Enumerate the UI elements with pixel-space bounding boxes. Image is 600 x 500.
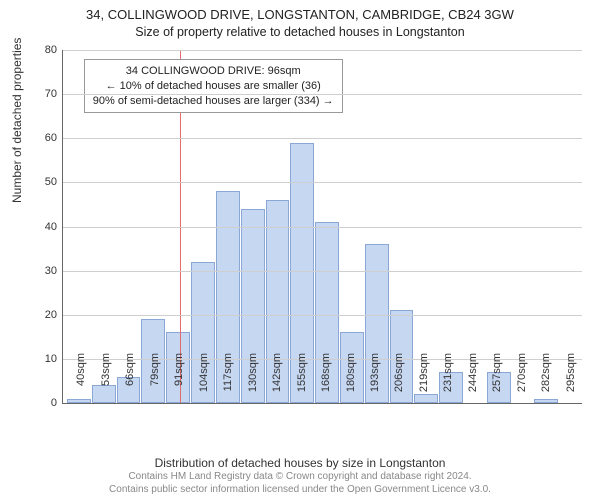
y-tick-label: 40	[45, 221, 63, 233]
credit-line1: Contains HM Land Registry data © Crown c…	[0, 471, 600, 484]
x-tick-label: 79sqm	[149, 353, 161, 407]
x-tick-label: 219sqm	[418, 353, 430, 407]
x-tick-label: 193sqm	[369, 353, 381, 407]
y-tick-label: 20	[45, 309, 63, 321]
y-tick-label: 60	[45, 132, 63, 144]
annotation-box: 34 COLLINGWOOD DRIVE: 96sqm ← 10% of det…	[84, 59, 343, 114]
credit-text: Contains HM Land Registry data © Crown c…	[0, 471, 600, 496]
title-line2: Size of property relative to detached ho…	[0, 24, 600, 41]
y-tick-label: 0	[51, 397, 63, 409]
annotation-line2: ← 10% of detached houses are smaller (36…	[93, 79, 334, 94]
x-tick-label: 231sqm	[442, 353, 454, 407]
y-tick-label: 80	[45, 44, 63, 56]
annotation-line3: 90% of semi-detached houses are larger (…	[93, 94, 334, 109]
x-tick-label: 206sqm	[393, 353, 405, 407]
chart-title: 34, COLLINGWOOD DRIVE, LONGSTANTON, CAMB…	[0, 0, 600, 40]
y-tick-label: 10	[45, 353, 63, 365]
x-tick-label: 40sqm	[75, 353, 87, 407]
grid-line	[63, 94, 582, 95]
x-tick-label: 244sqm	[467, 353, 479, 407]
x-tick-label: 257sqm	[491, 353, 503, 407]
x-tick-label: 53sqm	[100, 353, 112, 407]
x-tick-label: 282sqm	[540, 353, 552, 407]
x-tick-label: 142sqm	[271, 353, 283, 407]
grid-line	[63, 182, 582, 183]
x-tick-label: 130sqm	[247, 353, 259, 407]
y-axis-label: Number of detached properties	[10, 38, 24, 203]
x-tick-label: 155sqm	[296, 353, 308, 407]
y-tick-label: 30	[45, 265, 63, 277]
plot-area: 34 COLLINGWOOD DRIVE: 96sqm ← 10% of det…	[62, 50, 582, 404]
x-tick-label: 117sqm	[222, 353, 234, 407]
grid-line	[63, 271, 582, 272]
grid-line	[63, 50, 582, 51]
x-tick-label: 295sqm	[565, 353, 577, 407]
title-line1: 34, COLLINGWOOD DRIVE, LONGSTANTON, CAMB…	[0, 6, 600, 24]
y-tick-label: 50	[45, 176, 63, 188]
credit-line2: Contains public sector information licen…	[0, 484, 600, 497]
x-tick-label: 91sqm	[173, 353, 185, 407]
histogram-chart: 34 COLLINGWOOD DRIVE: 96sqm ← 10% of det…	[62, 50, 582, 404]
y-tick-label: 70	[45, 88, 63, 100]
x-tick-label: 104sqm	[198, 353, 210, 407]
grid-line	[63, 138, 582, 139]
x-axis-label: Distribution of detached houses by size …	[0, 456, 600, 470]
x-tick-label: 270sqm	[516, 353, 528, 407]
x-tick-label: 66sqm	[124, 353, 136, 407]
x-tick-label: 180sqm	[345, 353, 357, 407]
x-tick-label: 168sqm	[320, 353, 332, 407]
grid-line	[63, 315, 582, 316]
grid-line	[63, 227, 582, 228]
annotation-line1: 34 COLLINGWOOD DRIVE: 96sqm	[93, 64, 334, 79]
